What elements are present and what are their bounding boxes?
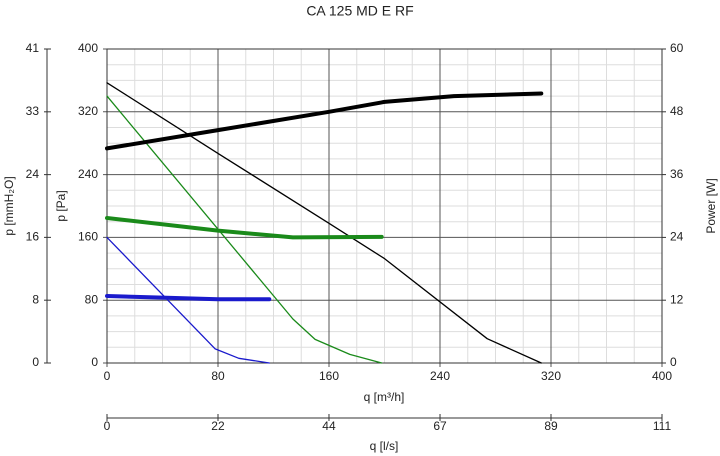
y-tick-label: 0: [91, 355, 98, 369]
x-axis-label: q [m³/h]: [364, 390, 405, 404]
x2-tick-label: 22: [211, 419, 225, 433]
y-tick-label: 80: [85, 292, 99, 306]
x-tick-label: 320: [541, 369, 561, 383]
x-tick-label: 240: [430, 369, 450, 383]
curve: [105, 216, 384, 240]
x-tick-label: 400: [652, 369, 672, 383]
curve: [106, 95, 383, 364]
x2-tick-label: 111: [653, 419, 672, 433]
y2-tick-label: 60: [670, 41, 684, 55]
y-tick-label: 160: [78, 230, 98, 244]
curve: [105, 294, 272, 302]
y3-tick-label: 8: [32, 292, 39, 306]
x-tick-label: 0: [104, 369, 111, 383]
y3-tick-label: 33: [26, 104, 40, 118]
y3-tick-label: 24: [26, 167, 40, 181]
y-tick-label: 400: [78, 41, 98, 55]
y2-tick-label: 0: [670, 355, 677, 369]
y3-tick-label: 16: [26, 230, 40, 244]
y3-tick-label: 0: [32, 355, 39, 369]
y-axis-label: p [Pa]: [54, 190, 68, 221]
x2-tick-label: 89: [544, 419, 558, 433]
plot-frame: [106, 48, 663, 364]
curve: [105, 91, 544, 151]
y2-tick-label: 36: [670, 167, 684, 181]
x-tick-label: 160: [319, 369, 339, 383]
y-tick-label: 320: [78, 104, 98, 118]
y-tick-label: 240: [78, 167, 98, 181]
x2-tick-label: 67: [433, 419, 447, 433]
y3-axis-label: p [mmH₂O]: [2, 176, 16, 235]
y2-axis-label: Power [W]: [704, 178, 718, 233]
x2-tick-label: 44: [322, 419, 336, 433]
x-tick-label: 80: [211, 369, 225, 383]
y2-tick-label: 48: [670, 104, 684, 118]
curve: [106, 236, 270, 364]
x2-axis-label: q [l/s]: [370, 439, 399, 453]
x2-tick-label: 0: [104, 419, 111, 433]
y2-tick-label: 12: [670, 292, 684, 306]
curve: [106, 82, 542, 364]
chart-title: CA 125 MD E RF: [306, 3, 413, 19]
y2-tick-label: 24: [670, 230, 684, 244]
y3-tick-label: 41: [26, 41, 40, 55]
